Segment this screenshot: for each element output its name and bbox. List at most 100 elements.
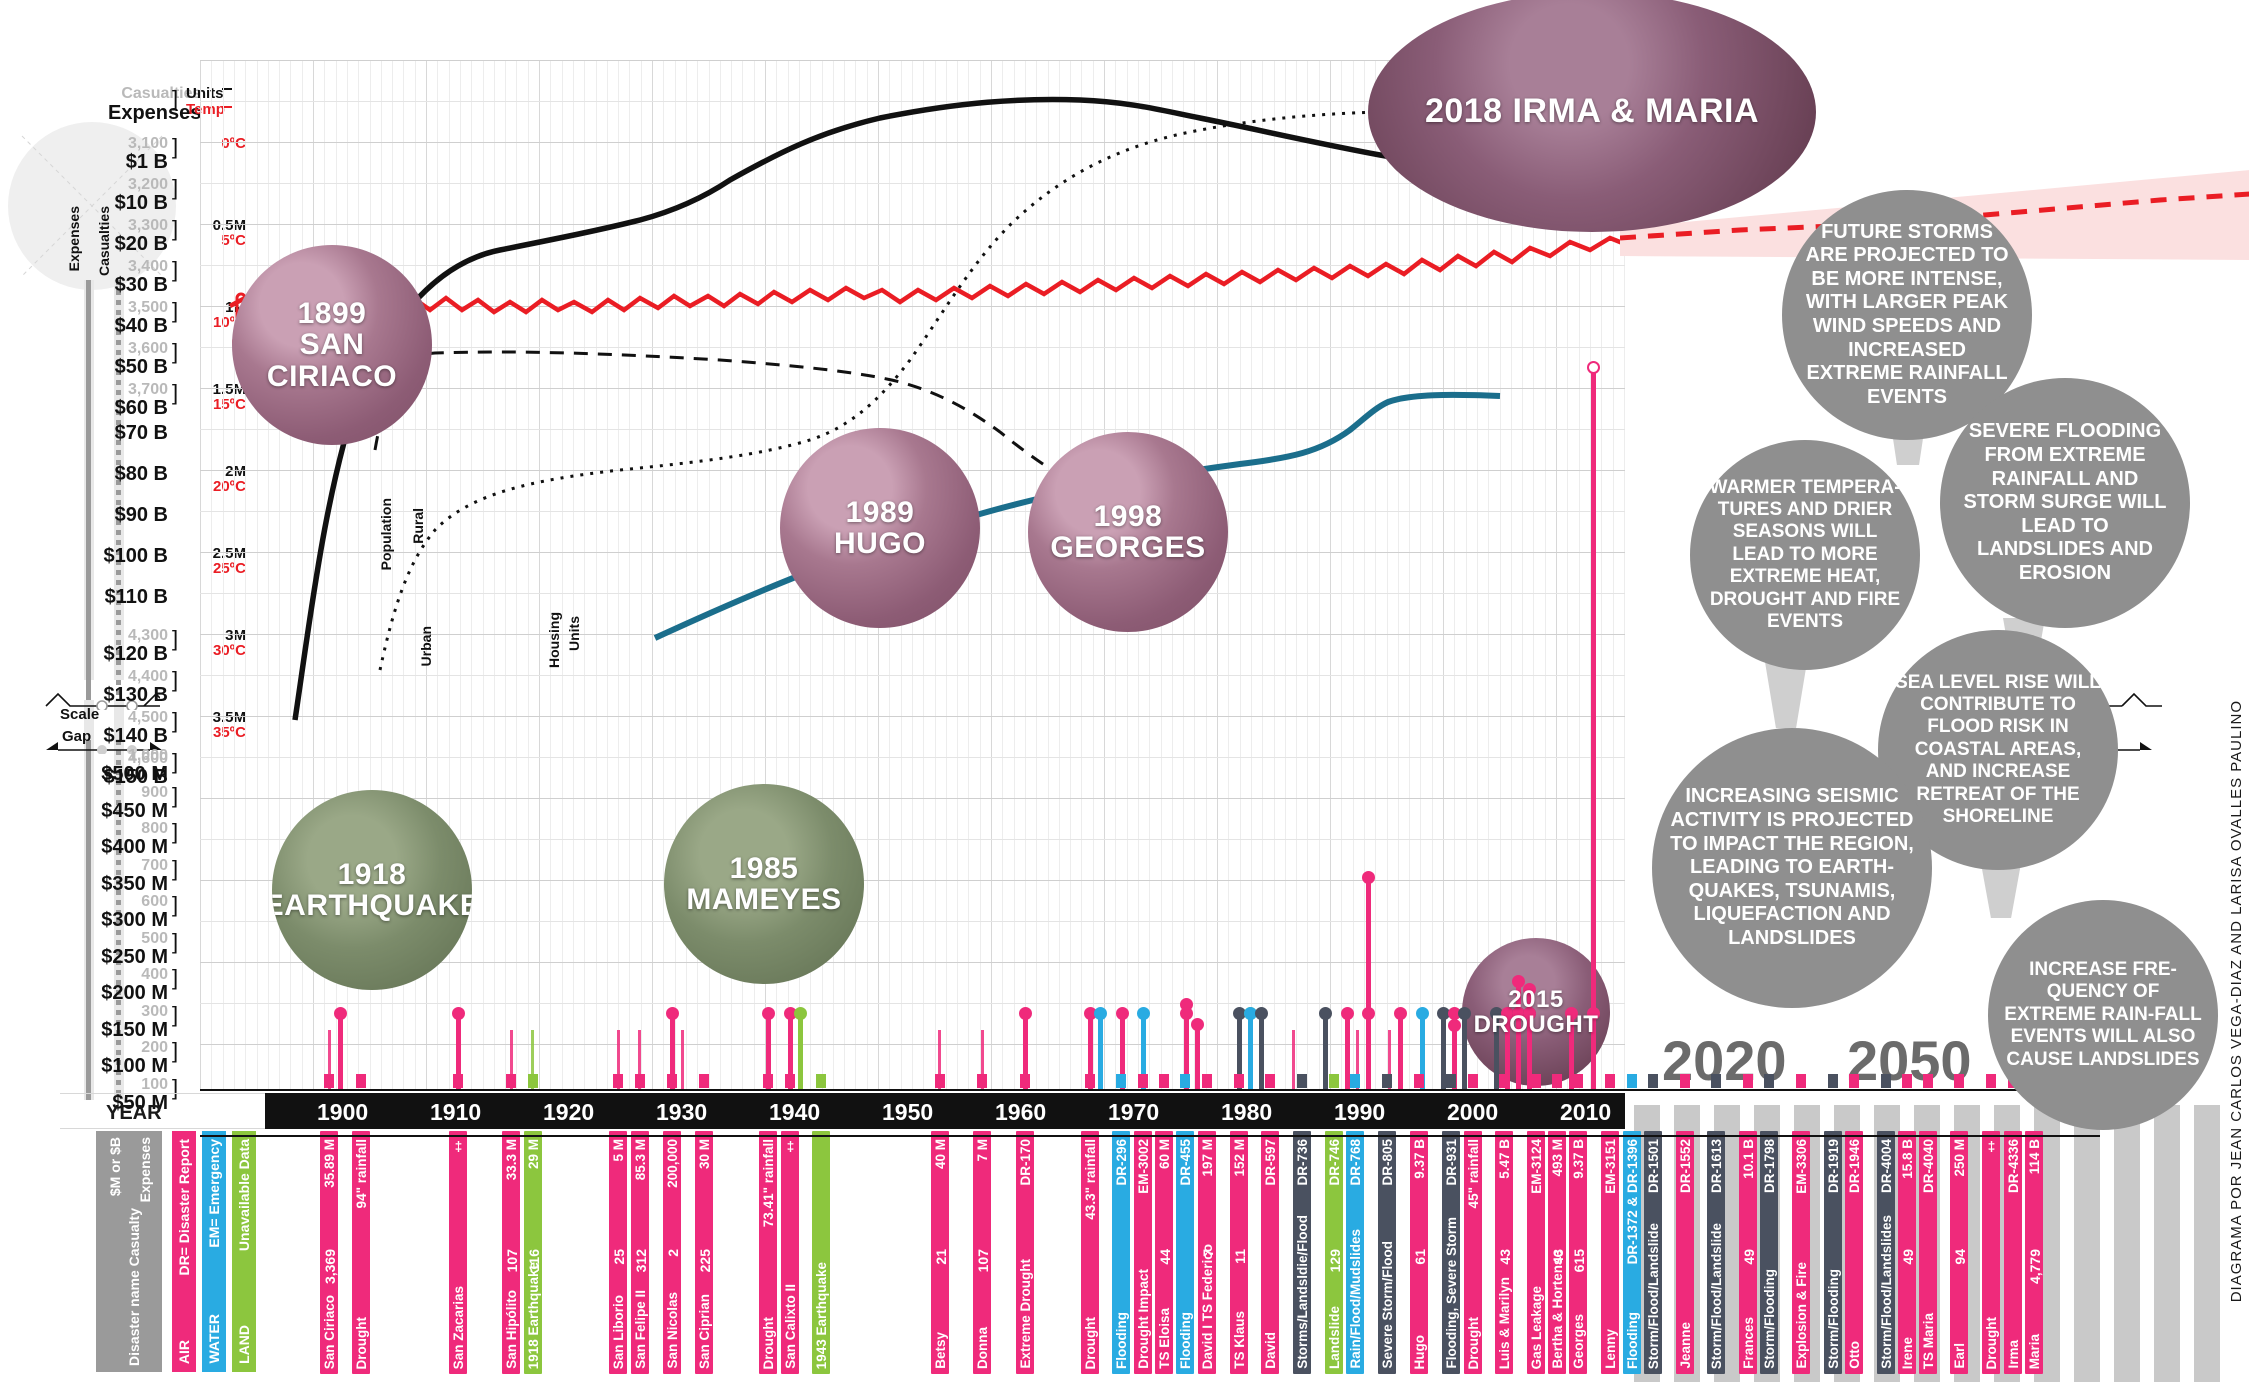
disaster-column[interactable]: DR-597 David <box>1260 1131 1279 1374</box>
event-stem[interactable] <box>337 1014 343 1090</box>
prediction-bubble-1[interactable]: FUTURE STORMS ARE PROJECTED TO BE MORE I… <box>1782 190 2032 440</box>
event-stem[interactable] <box>1440 1014 1446 1090</box>
disaster-column[interactable]: 152 M 11 TS Klaus <box>1229 1131 1248 1374</box>
disaster-column[interactable]: 29 M 116 1918 Earthquake <box>523 1131 542 1374</box>
event-stem-small[interactable] <box>531 1030 535 1090</box>
disaster-column[interactable]: 45" rainfall Drought <box>1463 1131 1482 1374</box>
event-node[interactable] <box>794 1007 808 1020</box>
event-node[interactable] <box>1179 1007 1193 1020</box>
event-node[interactable] <box>1340 1007 1354 1020</box>
event-stem[interactable] <box>1515 982 1521 1090</box>
disaster-column[interactable]: ‡ San Calixto II <box>780 1131 799 1374</box>
event-stem[interactable] <box>1462 1014 1468 1090</box>
event-node[interactable] <box>1586 361 1600 374</box>
disaster-column[interactable]: 114 B 4,779 Maria <box>2024 1131 2043 1374</box>
event-stem-small[interactable] <box>938 1030 942 1090</box>
event-node[interactable] <box>1361 870 1375 884</box>
disaster-column[interactable]: DR-1613 Storm/Flood/Landslide <box>1707 1131 1726 1374</box>
event-stem-small[interactable] <box>1355 1030 1359 1090</box>
event-bubble-2015[interactable]: 2015 DROUGHT <box>1462 938 1610 1086</box>
event-stem[interactable] <box>669 1014 675 1090</box>
event-stem-small[interactable] <box>1291 1030 1295 1090</box>
disaster-column[interactable]: DR-1946 Otto <box>1844 1131 1863 1374</box>
event-node[interactable] <box>665 1007 679 1020</box>
event-bubble-1998[interactable]: 1998 GEORGES <box>1028 432 1228 632</box>
disaster-column[interactable]: DR-1372 & DR-1396 Flooding <box>1622 1131 1641 1374</box>
event-stem-small[interactable] <box>638 1030 642 1090</box>
casualties-rail[interactable] <box>116 280 121 700</box>
disaster-column[interactable]: 40 M 21 Betsy <box>930 1131 949 1374</box>
event-node[interactable] <box>1094 1007 1108 1020</box>
disaster-column[interactable]: DR-768 Rain/Flood/Mudslides <box>1346 1131 1365 1374</box>
event-bubble-1899[interactable]: 1899 SAN CIRIACO <box>232 245 432 445</box>
disaster-column[interactable]: 9.37 B 61 Hugo <box>1410 1131 1429 1374</box>
disaster-column[interactable]: EM-3124 Gas Leakage <box>1526 1131 1545 1374</box>
event-stem[interactable] <box>1258 1014 1264 1090</box>
disaster-column[interactable]: DR-805 Severe Storm/Flood <box>1377 1131 1396 1374</box>
expenses-rail[interactable] <box>86 280 91 700</box>
disaster-column[interactable]: 73.41" rainfall Drought <box>759 1131 778 1374</box>
event-stem[interactable] <box>1237 1014 1243 1090</box>
event-node[interactable] <box>1254 1007 1268 1020</box>
disaster-column[interactable]: DR-746 129 Landslide <box>1325 1131 1344 1374</box>
disaster-column[interactable]: 10.1 B 49 Frances <box>1738 1131 1757 1374</box>
event-node[interactable] <box>1458 1007 1472 1020</box>
event-node[interactable] <box>451 1007 465 1020</box>
disaster-column[interactable]: DR-170 Extreme Drought <box>1016 1131 1035 1374</box>
prediction-bubble-6[interactable]: INCREASE FRE-QUENCY OF EXTREME RAIN-FALL… <box>1988 900 2218 1130</box>
disaster-column[interactable]: 9.37 B 615 Georges <box>1569 1131 1588 1374</box>
disaster-column[interactable]: 1943 Earthquake <box>812 1131 831 1374</box>
disaster-column[interactable]: 94" rainfall Drought <box>351 1131 370 1374</box>
disaster-column[interactable]: ‡ Drought <box>1982 1131 2001 1374</box>
event-stem[interactable] <box>1344 1014 1350 1090</box>
disaster-column[interactable]: DR-1501 Storm/Flood/Landslide <box>1643 1131 1662 1374</box>
event-stem[interactable] <box>1505 1014 1511 1090</box>
event-stem[interactable] <box>1526 1014 1532 1090</box>
event-stem-small[interactable] <box>980 1030 984 1090</box>
event-stem[interactable] <box>1194 1024 1200 1090</box>
prediction-bubble-3[interactable]: WARMER TEMPERA-TURES AND DRIER SEASONS W… <box>1690 440 1920 670</box>
event-node[interactable] <box>1190 1017 1204 1031</box>
disaster-column[interactable]: EM-3151 Lenny <box>1601 1131 1620 1374</box>
disaster-column[interactable]: 5.47 B 43 Luis & Marilyn <box>1495 1131 1514 1374</box>
event-bubble-2018[interactable]: 2018 IRMA & MARIA <box>1368 0 1816 232</box>
disaster-column[interactable]: 197 M 7 David I TS Federico <box>1197 1131 1216 1374</box>
prediction-bubble-5[interactable]: INCREASING SEISMIC ACTIVITY IS PROJECTED… <box>1652 728 1932 1008</box>
expenses-rail-lower[interactable] <box>86 740 91 1100</box>
disaster-column[interactable]: 250 M 94 Earl <box>1949 1131 1968 1374</box>
event-stem-small[interactable] <box>616 1030 620 1090</box>
event-node[interactable] <box>1511 975 1525 989</box>
prediction-bubble-2[interactable]: SEVERE FLOODING FROM EXTREME RAINFALL AN… <box>1940 378 2190 628</box>
disaster-column[interactable]: 35.89 M 3,369 San Ciriaco <box>320 1131 339 1374</box>
event-stem[interactable] <box>1419 1014 1425 1090</box>
disaster-column[interactable]: EM-3306 Explosion & Fire <box>1792 1131 1811 1374</box>
event-stem-small[interactable] <box>327 1030 331 1090</box>
disaster-column[interactable]: DR-736 Storms/Landsldie/Flood <box>1293 1131 1312 1374</box>
disaster-column[interactable]: 43.3" rainfall Drought <box>1080 1131 1099 1374</box>
disaster-column[interactable]: DR-1798 Storm/Flooding <box>1760 1131 1779 1374</box>
casualties-rail-lower[interactable] <box>116 740 121 1100</box>
event-node[interactable] <box>1565 1007 1579 1020</box>
disaster-column[interactable]: 5 M 25 San Liborio <box>609 1131 628 1374</box>
event-node[interactable] <box>1415 1007 1429 1020</box>
event-stem[interactable] <box>787 1014 793 1090</box>
event-stem[interactable] <box>1323 1014 1329 1090</box>
disaster-column[interactable]: 493 M 43 Bertha & Hortense <box>1547 1131 1566 1374</box>
event-stem[interactable] <box>455 1014 461 1090</box>
disaster-column[interactable]: ‡ San Zacarias <box>448 1131 467 1374</box>
disaster-column[interactable]: DR-296 Flooding <box>1112 1131 1131 1374</box>
event-bubble-1989[interactable]: 1989 HUGO <box>780 428 980 628</box>
disaster-column[interactable]: 200,000 2 San Nicolas <box>662 1131 681 1374</box>
event-stem[interactable] <box>1183 1014 1189 1090</box>
event-stem[interactable] <box>1087 1014 1093 1090</box>
event-stem[interactable] <box>1569 1014 1575 1090</box>
disaster-column[interactable]: 85.3 M 312 San Felipe II <box>630 1131 649 1374</box>
disaster-column[interactable]: 60 M 44 TS Eloisa <box>1155 1131 1174 1374</box>
event-node[interactable] <box>1522 982 1536 996</box>
event-node[interactable] <box>1319 1007 1333 1020</box>
event-stem-small[interactable] <box>509 1030 513 1090</box>
event-bubble-1985[interactable]: 1985 MAMEYES <box>664 784 864 984</box>
disaster-column[interactable]: DR-1919 Storm/Flooding <box>1823 1131 1842 1374</box>
event-bubble-1918[interactable]: 1918 EARTHQUAKE <box>272 790 472 990</box>
disaster-column[interactable]: DR-4040 TS Maria <box>1918 1131 1937 1374</box>
